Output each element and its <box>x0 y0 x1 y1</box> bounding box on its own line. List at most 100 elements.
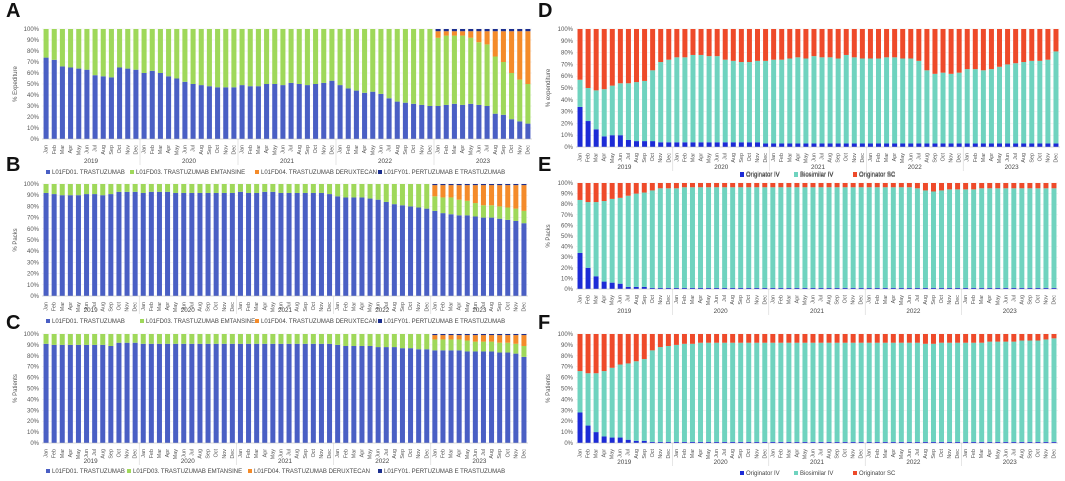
bar-segment <box>375 199 381 296</box>
bar-segment <box>601 371 607 437</box>
bar-segment <box>1003 183 1009 189</box>
bar-segment <box>641 440 647 443</box>
bar-segment <box>730 183 736 188</box>
bar-segment <box>972 143 978 147</box>
year-label: 2023 <box>1003 308 1018 315</box>
bar-segment <box>399 205 405 296</box>
x-tick-label: Jul <box>626 295 632 302</box>
year-label: 2020 <box>181 307 196 314</box>
x-tick-label: Mar <box>884 153 890 162</box>
bar-segment <box>698 29 704 55</box>
bar-segment <box>294 192 300 296</box>
bar-segment <box>408 184 414 207</box>
bar-segment <box>497 218 503 296</box>
bar-segment <box>932 143 938 147</box>
bar-segment <box>100 29 106 77</box>
bar-segment <box>468 103 474 139</box>
chart-panel-A: A % Expediture 0% 10% 20% 30% 40% 50% 60% 70% 80% 9… <box>6 0 532 176</box>
bar-segment <box>231 29 237 88</box>
bar-segment <box>633 286 639 289</box>
bar-segment <box>132 191 138 296</box>
bar-segment <box>173 334 179 344</box>
y-tick-label: 50% <box>561 387 574 393</box>
bar-segment <box>674 142 680 147</box>
x-tick-label: Jan <box>965 153 971 162</box>
bar-segment <box>674 57 680 143</box>
bar-segment <box>255 86 261 139</box>
bar-segment <box>898 287 904 289</box>
legend-item: Biosimilar IV <box>800 172 833 178</box>
y-tick-label: 30% <box>27 104 40 110</box>
x-tick-label: Jul <box>722 295 728 302</box>
x-tick-label: Sep <box>303 449 309 459</box>
bar-segment <box>321 82 327 139</box>
bar-segment <box>914 183 920 189</box>
y-tick-label: 100% <box>558 181 574 187</box>
y-tick-label: 10% <box>561 133 574 139</box>
bar-segment <box>826 187 832 288</box>
bar-segment <box>979 441 985 443</box>
bar-segment <box>472 185 478 204</box>
x-tick-label: Sep <box>738 295 744 305</box>
bar-segment <box>882 287 888 289</box>
bar-segment <box>367 334 373 346</box>
bar-segment <box>964 69 970 144</box>
chart-panel-D: D % expenditure 0% 10% 20% 30% 40% 50% 60% 70% 80%… <box>538 0 1060 178</box>
x-tick-label: May <box>899 449 905 459</box>
x-tick-label: Aug <box>1019 295 1025 305</box>
x-tick-label: Oct <box>313 145 319 154</box>
bar-segment <box>513 343 519 354</box>
legend-item: L01FD03. TRASTUZUMAB EMTANSINE <box>136 170 245 176</box>
bar-segment <box>763 29 769 61</box>
y-tick-label: 90% <box>561 343 574 349</box>
x-tick-label: Jun <box>182 145 188 154</box>
bar-segment <box>343 197 349 296</box>
bar-segment <box>730 187 736 288</box>
bar-segment <box>525 29 531 32</box>
bar-segment <box>866 187 872 288</box>
y-tick-label: 20% <box>27 419 40 425</box>
y-axis-label: % Packs <box>13 228 19 251</box>
bar-segment <box>940 72 946 144</box>
x-tick-label: Apr <box>166 145 172 154</box>
x-tick-label: Mar <box>979 295 985 304</box>
bar-segment <box>834 183 840 188</box>
bar-segment <box>916 29 922 61</box>
bar-segment <box>75 334 81 345</box>
bar-segment <box>223 87 229 139</box>
bar-segment <box>673 334 679 345</box>
legend-item: Biosimilar IV <box>800 173 833 179</box>
bar-segment <box>1011 183 1017 189</box>
bar-segment <box>116 342 122 443</box>
bar-segment <box>786 441 792 443</box>
bar-segment <box>1035 188 1041 288</box>
bar-segment <box>505 342 511 353</box>
bar-segment <box>427 29 433 106</box>
bar-segment <box>156 184 162 192</box>
bar-segment <box>443 31 449 36</box>
bar-segment <box>108 77 114 139</box>
x-tick-label: Aug <box>489 449 495 459</box>
year-label: 2022 <box>906 459 921 466</box>
bar-segment <box>517 31 523 80</box>
bar-segment <box>681 334 687 344</box>
bar-segment <box>1053 51 1059 144</box>
x-tick-label: Jun <box>84 449 90 458</box>
x-tick-label: Mar <box>157 302 163 311</box>
bar-segment <box>810 334 816 343</box>
x-tick-label: Aug <box>100 302 106 312</box>
x-tick-label: Jul <box>723 153 729 160</box>
bar-segment <box>448 335 454 340</box>
bar-segment <box>706 441 712 443</box>
bar-segment <box>914 188 920 288</box>
bar-segment <box>746 441 752 443</box>
bar-segment <box>286 192 292 296</box>
bar-segment <box>1005 64 1011 144</box>
bar-segment <box>754 187 760 288</box>
x-tick-label: Nov <box>319 302 325 312</box>
bar-segment <box>818 334 824 343</box>
bar-segment <box>714 342 720 442</box>
bar-segment <box>601 436 607 443</box>
bar-segment <box>1029 29 1035 61</box>
x-tick-label: Dec <box>666 153 672 163</box>
